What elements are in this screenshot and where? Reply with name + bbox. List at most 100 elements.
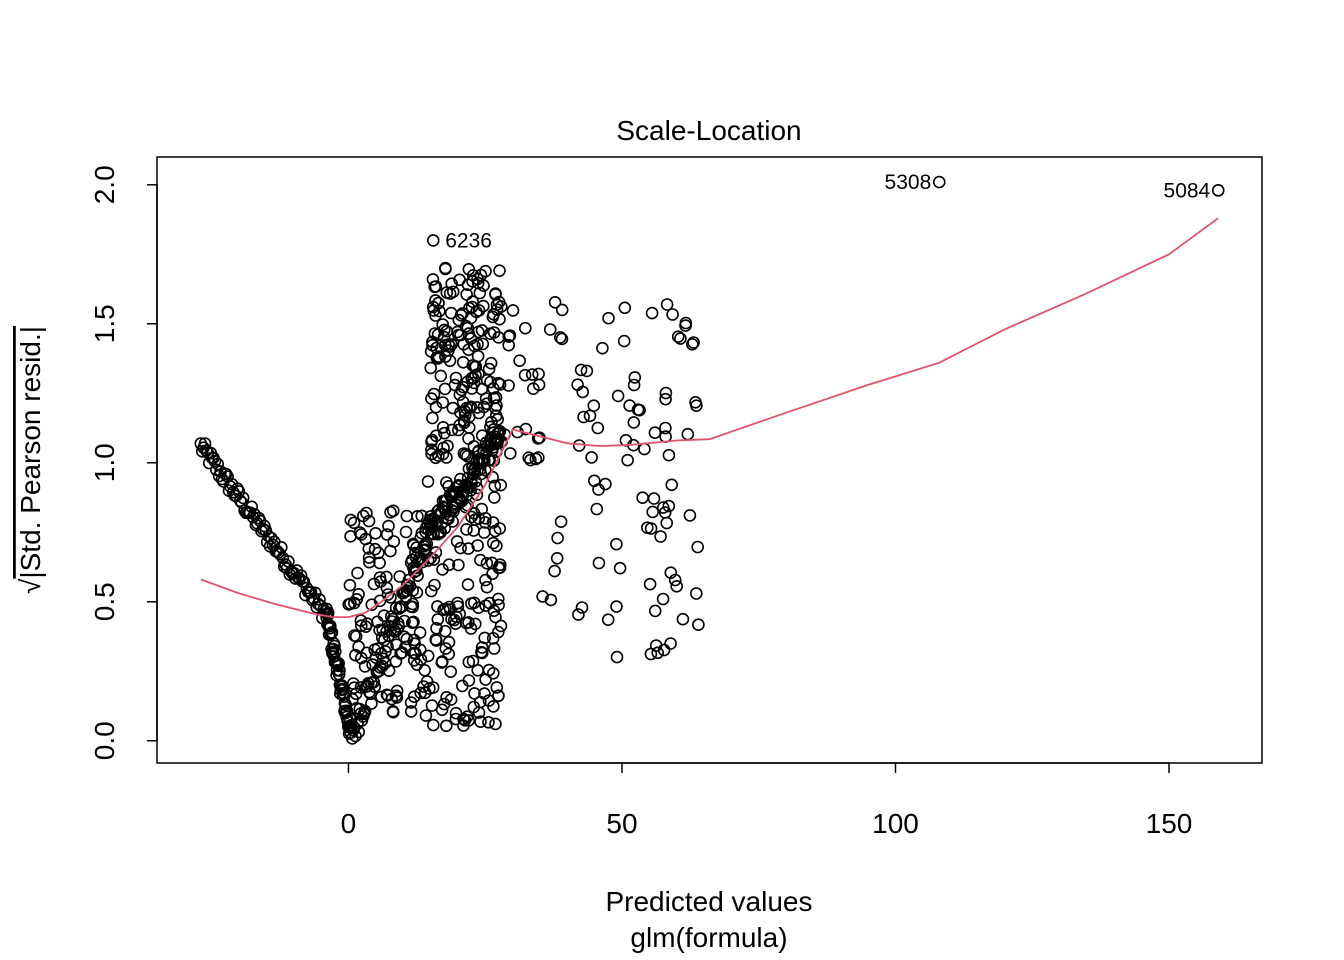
smoother-line — [200, 217, 1219, 618]
data-point — [323, 619, 337, 633]
data-point — [502, 338, 516, 352]
data-point — [448, 496, 462, 510]
data-point — [494, 478, 508, 492]
data-point — [211, 457, 224, 471]
data-point — [665, 478, 679, 492]
data-point — [591, 421, 605, 435]
data-point — [656, 592, 670, 606]
data-point — [424, 361, 438, 375]
data-point — [660, 298, 674, 311]
x-tick-label: 0 — [341, 808, 357, 839]
data-point — [431, 613, 445, 626]
data-point — [460, 523, 473, 536]
data-point — [503, 329, 517, 342]
data-point — [674, 332, 687, 345]
data-point — [333, 664, 346, 677]
data-point — [456, 486, 469, 499]
data-point — [454, 541, 467, 555]
data-point — [531, 451, 545, 464]
chart-title: Scale-Location — [616, 115, 801, 146]
data-point — [436, 420, 450, 434]
data-point — [651, 646, 665, 660]
data-point — [475, 382, 489, 396]
data-point — [518, 368, 532, 382]
data-point — [490, 436, 504, 450]
data-point — [236, 491, 250, 505]
data-point — [640, 521, 654, 535]
data-point — [480, 580, 494, 594]
data-point — [553, 331, 567, 344]
data-point — [467, 524, 481, 537]
data-point — [426, 335, 439, 349]
data-point — [344, 597, 357, 611]
data-point — [482, 362, 496, 376]
data-point — [387, 535, 401, 548]
data-point — [445, 338, 458, 351]
data-point — [691, 540, 705, 554]
data-point — [440, 690, 453, 704]
data-point — [487, 700, 500, 713]
data-point — [490, 539, 503, 553]
data-point — [413, 626, 427, 639]
data-point — [373, 571, 387, 584]
data-point — [468, 513, 482, 527]
data-point — [580, 364, 594, 378]
data-point — [461, 375, 474, 389]
data-point — [662, 448, 676, 462]
data-point — [456, 307, 469, 320]
data-point — [487, 391, 501, 405]
data-point — [659, 386, 673, 400]
data-point — [467, 506, 481, 520]
data-point — [434, 369, 448, 383]
data-point — [198, 437, 212, 450]
data-point — [386, 504, 400, 518]
data-point — [354, 619, 368, 633]
x-axis-subtitle: glm(formula) — [630, 922, 787, 953]
data-point — [489, 717, 502, 731]
y-axis-title-text: |Std. Pearson resid.| — [15, 326, 46, 579]
data-point — [611, 389, 625, 403]
data-point — [646, 505, 660, 519]
data-point — [487, 491, 501, 504]
data-point — [474, 268, 488, 282]
svg-text:√|Std. Pearson resid.|: √|Std. Pearson resid.| — [15, 326, 46, 594]
data-point — [476, 456, 489, 469]
y-axis: 0.0 0.5 1.0 1.5 2.0 — [89, 165, 158, 760]
data-point — [404, 600, 418, 613]
data-point — [494, 619, 508, 633]
data-point — [424, 345, 438, 358]
data-point — [493, 561, 507, 574]
data-point — [648, 604, 662, 618]
data-point — [574, 363, 588, 377]
x-tick-label: 150 — [1146, 808, 1193, 839]
data-point — [399, 525, 413, 539]
data-point — [351, 566, 364, 580]
data-point — [414, 686, 428, 700]
data-point — [636, 491, 649, 505]
data-point — [446, 285, 460, 299]
data-point — [442, 647, 456, 661]
data-point — [407, 690, 421, 704]
data-point — [491, 592, 505, 606]
data-point — [531, 432, 545, 445]
data-point — [648, 426, 662, 440]
data-point — [405, 616, 419, 630]
data-point — [477, 400, 491, 414]
data-point — [410, 586, 424, 599]
data-point — [421, 475, 435, 488]
data-point — [526, 382, 540, 396]
data-point — [490, 681, 504, 694]
data-point — [488, 524, 502, 538]
data-point — [683, 509, 697, 522]
data-point — [406, 597, 420, 611]
data-point — [373, 594, 387, 608]
data-point — [434, 525, 447, 538]
data-point — [476, 337, 490, 351]
data-point — [380, 528, 394, 541]
data-point — [671, 330, 685, 344]
data-point — [644, 647, 658, 661]
data-point — [368, 542, 382, 556]
data-point — [372, 546, 385, 560]
data-point — [513, 354, 526, 368]
data-point — [418, 663, 432, 677]
